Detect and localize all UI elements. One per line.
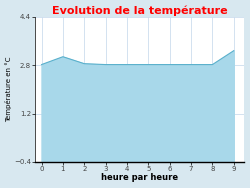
- Y-axis label: Température en °C: Température en °C: [6, 57, 12, 122]
- Title: Evolution de la température: Evolution de la température: [52, 6, 228, 16]
- X-axis label: heure par heure: heure par heure: [101, 174, 178, 182]
